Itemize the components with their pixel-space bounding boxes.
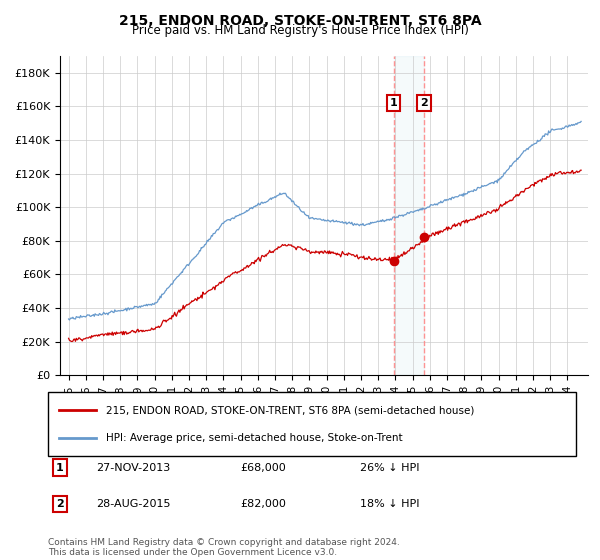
Bar bbox=[394, 56, 424, 375]
Text: 2: 2 bbox=[420, 98, 428, 108]
FancyBboxPatch shape bbox=[48, 392, 576, 456]
Text: 215, ENDON ROAD, STOKE-ON-TRENT, ST6 8PA (semi-detached house): 215, ENDON ROAD, STOKE-ON-TRENT, ST6 8PA… bbox=[106, 405, 475, 415]
Text: 1: 1 bbox=[56, 463, 64, 473]
Text: £68,000: £68,000 bbox=[240, 463, 286, 473]
Text: Contains HM Land Registry data © Crown copyright and database right 2024.
This d: Contains HM Land Registry data © Crown c… bbox=[48, 538, 400, 557]
Text: £82,000: £82,000 bbox=[240, 499, 286, 509]
Text: 1: 1 bbox=[390, 98, 398, 108]
Text: 215, ENDON ROAD, STOKE-ON-TRENT, ST6 8PA: 215, ENDON ROAD, STOKE-ON-TRENT, ST6 8PA bbox=[119, 14, 481, 28]
Text: 18% ↓ HPI: 18% ↓ HPI bbox=[360, 499, 419, 509]
Text: HPI: Average price, semi-detached house, Stoke-on-Trent: HPI: Average price, semi-detached house,… bbox=[106, 433, 403, 444]
Text: 26% ↓ HPI: 26% ↓ HPI bbox=[360, 463, 419, 473]
Text: 2: 2 bbox=[56, 499, 64, 509]
Text: 28-AUG-2015: 28-AUG-2015 bbox=[96, 499, 170, 509]
Text: Price paid vs. HM Land Registry's House Price Index (HPI): Price paid vs. HM Land Registry's House … bbox=[131, 24, 469, 37]
Text: 27-NOV-2013: 27-NOV-2013 bbox=[96, 463, 170, 473]
